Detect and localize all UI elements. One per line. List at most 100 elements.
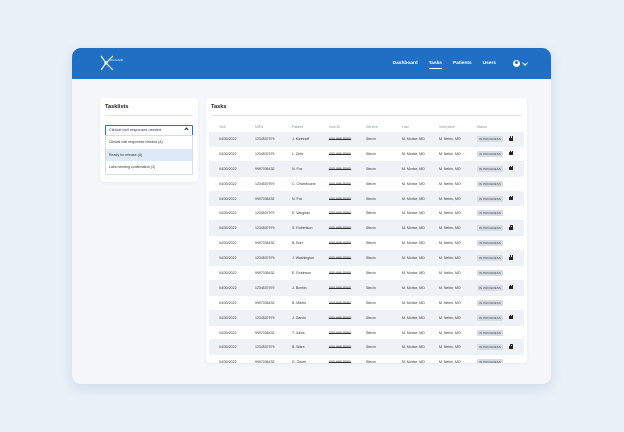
nav-patients[interactable]: Patients (452, 61, 472, 66)
cell-last[interactable]: M. Morice, MD (402, 196, 425, 201)
cell-visit-id: 000-996-8090 (329, 285, 351, 290)
cell-mrn-wrap: 1234537979 (245, 211, 282, 215)
cell-last[interactable]: M. Morice, MD (402, 285, 425, 290)
table-row[interactable]: 04/30/2022 1234537979 J. Kleinhoff 000-996-… (209, 132, 524, 147)
cell-patient: J. Washington (292, 256, 315, 261)
cell-service: Stecin (366, 270, 376, 275)
table-row[interactable]: 04/30/2022 9997036432 N. Fox 000-996-8090 St… (209, 191, 524, 207)
cell-service: Stecin (366, 345, 376, 350)
cell-visit-date: 04/30/2022 (219, 270, 237, 275)
cell-visit-place-wrap: M. Nelrin, MO (429, 345, 467, 349)
status-badge: IN PROGRESS (477, 284, 503, 291)
cell-mrn: 1234537979 (255, 136, 275, 141)
cell-visit-date-wrap: 04/30/2022 (209, 182, 245, 186)
cell-last[interactable]: M. Morice, MD (402, 300, 425, 305)
cell-mrn-wrap: 9997036432 (245, 241, 282, 245)
table-row[interactable]: 04/30/2022 1234537979 E. Vaughan 000-996-80… (209, 206, 524, 222)
nav-dashboard[interactable]: Dashboard (392, 61, 418, 66)
cell-last[interactable]: M. Morice, MD (402, 241, 425, 246)
col-visit[interactable]: Visit (219, 125, 226, 129)
col-status[interactable]: Status (477, 125, 487, 129)
tasklist-option[interactable]: Clinical visit responses needed (A) (109, 140, 163, 144)
cell-visit-date: 04/30/2022 (219, 226, 237, 231)
cell-visit-place-wrap: M. Nelrin, MO (429, 301, 467, 305)
cell-patient-wrap: N. Fox (282, 197, 319, 201)
cell-service-wrap: Stecin (356, 197, 392, 201)
cell-visit-date: 04/30/2022 (219, 330, 237, 335)
cell-visit-id: 000-996-8090 (329, 270, 351, 275)
tasklists-title: Tasklists (105, 104, 129, 110)
table-row[interactable]: 04/30/2022 1234537979 C. Chamboune 000-996-… (209, 177, 524, 192)
cell-visit-date: 04/30/2022 (219, 241, 237, 246)
cell-visit-id-wrap: 000-996-8090 (319, 286, 356, 290)
cell-visit-place: M. Nelrin, MO (439, 330, 461, 335)
cell-last[interactable]: M. Morice, MD (402, 256, 425, 261)
cell-last-wrap: M. Morice, MD (392, 360, 429, 363)
table-row[interactable]: 04/30/2022 9997036432 N. Fox 000-996-8090 St… (209, 161, 524, 177)
table-row[interactable]: 04/30/2022 1234537979 J. Garcin 000-996-809… (209, 310, 524, 326)
cell-patient: B. Martin (292, 300, 307, 305)
cell-last[interactable]: M. Morice, MD (402, 270, 425, 275)
col-mrn[interactable]: MRN (255, 125, 263, 129)
table-row[interactable]: 04/30/2022 9997036432 E. Robinson 000-996-8… (209, 266, 524, 281)
cell-visit-place: M. Nelrin, MO (439, 270, 461, 275)
cell-visit-date-wrap: 04/30/2022 (209, 256, 245, 260)
cell-last[interactable]: M. Morice, MD (402, 136, 425, 141)
cell-last[interactable]: M. Morice, MD (402, 181, 425, 186)
cell-last[interactable]: M. Morice, MD (402, 211, 425, 216)
cell-visit-id-wrap: 000-996-8090 (319, 241, 356, 245)
table-row[interactable]: 04/30/2022 9997036432 B. Burr 000-996-8090 S… (209, 236, 524, 252)
cell-patient-wrap: J. Kleinhoff (282, 137, 319, 141)
cell-mrn-wrap: 1234537979 (245, 256, 282, 260)
cell-patient-wrap: B. Martin (282, 301, 319, 305)
cell-visit-id: 000-996-8090 (329, 151, 351, 156)
cell-visit-date: 04/30/2022 (219, 345, 237, 350)
cell-service: Stecin (366, 330, 376, 335)
logo-icon[interactable] (97, 55, 117, 71)
table-row[interactable]: 04/30/2022 9997036432 T. Julius 000-996-809… (209, 326, 524, 341)
cell-visit-place: M. Nelrin, MO (439, 345, 461, 350)
table-row[interactable]: 04/30/2022 1234537979 B. Ware 000-996-8090 S… (209, 340, 524, 356)
user-menu[interactable] (513, 59, 528, 67)
cell-visit-place: M. Nelrin, MO (439, 196, 461, 201)
cell-mrn: 1234537979 (255, 285, 275, 290)
col-service[interactable]: Service (366, 125, 378, 129)
col-visit-place[interactable]: Visit place (439, 125, 455, 129)
cell-last[interactable]: M. Morice, MD (402, 151, 425, 156)
nav-users[interactable]: Users (482, 61, 496, 66)
table-row[interactable]: 04/30/2022 1234537979 S. Robertson 000-996-… (209, 221, 524, 237)
cell-service-wrap: Stecin (356, 316, 392, 320)
table-row[interactable]: 04/30/2022 1234537979 J. Washington 000-996… (209, 251, 524, 267)
cell-last[interactable]: M. Morice, MD (402, 315, 425, 320)
cell-last[interactable]: M. Morice, MD (402, 166, 425, 171)
col-patient[interactable]: Patient (292, 125, 303, 129)
cell-status: IN PROGRESS (467, 299, 524, 306)
cell-mrn: 9997036432 (255, 241, 275, 246)
cell-last[interactable]: M. Morice, MD (402, 226, 425, 231)
cell-mrn: 9997036432 (255, 360, 275, 363)
cell-mrn-wrap: 9997036432 (245, 301, 282, 305)
tasklist-option[interactable]: Ready for release (A) (106, 148, 192, 161)
cell-visit-id: 000-996-8090 (329, 226, 351, 231)
cell-visit-id: 000-996-8090 (329, 241, 351, 246)
col-last[interactable]: Last (402, 125, 409, 129)
lock-icon (508, 255, 514, 260)
nav-tasks[interactable]: Tasks (428, 59, 442, 69)
cell-visit-id: 000-996-8090 (329, 181, 351, 186)
cell-visit-id-wrap: 000-996-8090 (319, 345, 356, 349)
cell-visit-date: 04/30/2022 (219, 196, 237, 201)
table-row[interactable]: 04/30/2022 1234537979 L. Zehr 000-996-8090 S… (209, 147, 524, 162)
divider (105, 115, 193, 116)
cell-last[interactable]: M. Morice, MD (402, 330, 425, 335)
tasklist-option[interactable]: Labs needing confirmation (2) (109, 165, 156, 169)
table-row[interactable]: 04/30/2022 9997036432 B. Martin 000-996-809… (209, 296, 524, 311)
col-visit-id[interactable]: Visit ID (329, 125, 341, 129)
table-row[interactable]: 04/30/2022 9997036432 G. Odom 000-996-8090 S… (209, 355, 524, 363)
cell-last[interactable]: M. Morice, MD (402, 360, 425, 363)
cell-visit-place: M. Nelrin, MO (439, 226, 461, 231)
cell-visit-date-wrap: 04/30/2022 (209, 167, 245, 171)
cell-last[interactable]: M. Morice, MD (402, 345, 425, 350)
table-row[interactable]: 04/30/2022 1234537979 J. Bonhin 000-996-809… (209, 280, 524, 296)
cell-mrn: 9997036432 (255, 300, 275, 305)
cell-mrn: 1234537979 (255, 181, 275, 186)
